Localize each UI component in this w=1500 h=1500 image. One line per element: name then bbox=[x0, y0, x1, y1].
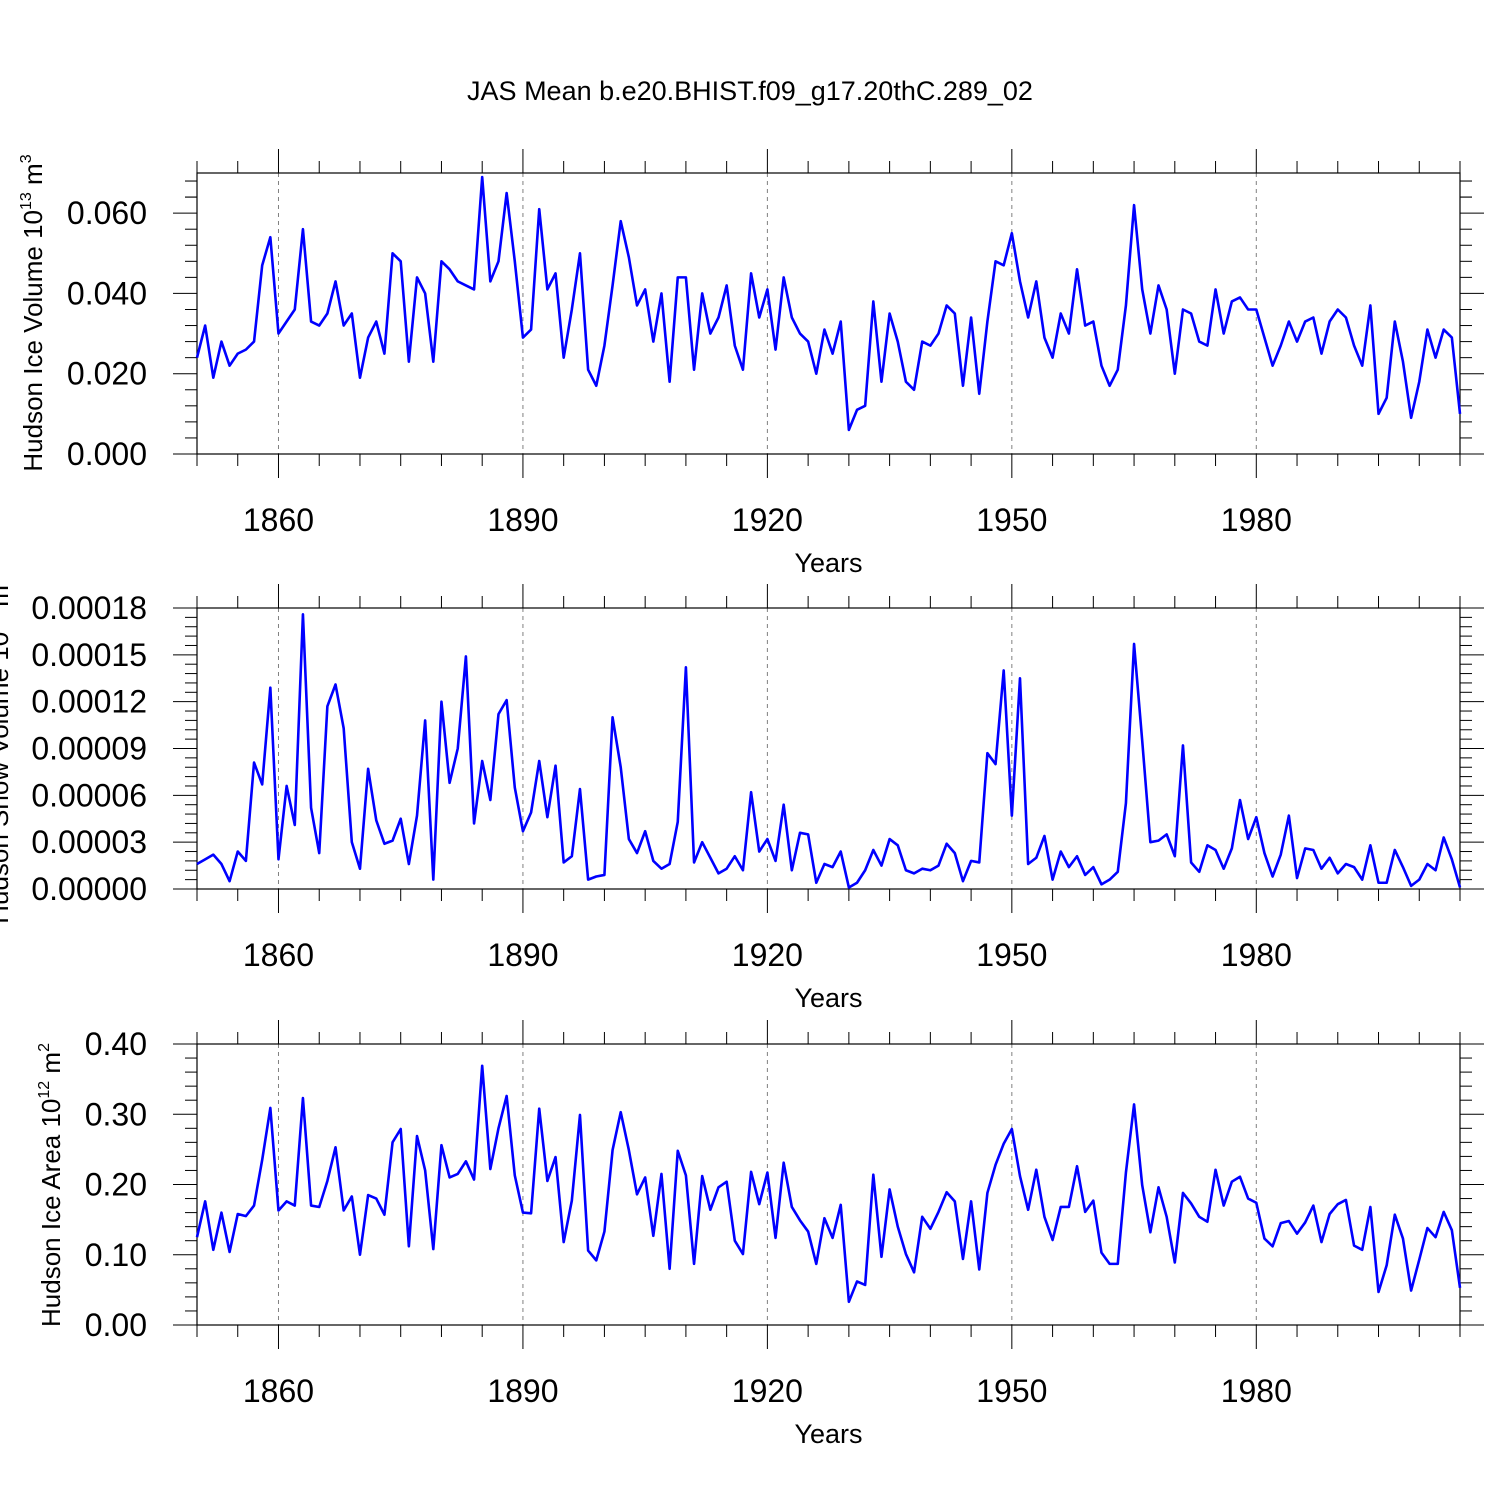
series-line-2 bbox=[196, 612, 1462, 889]
y-axis-label: Hudson Ice Area 1012 m2 bbox=[36, 1043, 66, 1327]
y-tick-label: 0.020 bbox=[67, 356, 147, 392]
x-tick-label: 1980 bbox=[1221, 937, 1292, 973]
y-tick-label: 0.30 bbox=[85, 1096, 147, 1132]
chart-title: JAS Mean b.e20.BHIST.f09_g17.20thC.289_0… bbox=[467, 76, 1033, 106]
y-tick-label: 0.00003 bbox=[31, 824, 147, 860]
x-tick-label: 1980 bbox=[1221, 1373, 1292, 1409]
series-line-3 bbox=[195, 1064, 1462, 1304]
x-tick-label: 1980 bbox=[1221, 502, 1292, 538]
y-tick-label: 0.00 bbox=[85, 1307, 147, 1343]
x-tick-label: 1860 bbox=[243, 1373, 314, 1409]
x-axis-label: Years bbox=[794, 983, 862, 1013]
y-tick-label: 0.00000 bbox=[31, 871, 147, 907]
x-tick-label: 1950 bbox=[976, 1373, 1047, 1409]
x-tick-label: 1920 bbox=[732, 1373, 803, 1409]
plot-frame bbox=[196, 607, 1461, 890]
x-tick-label: 1890 bbox=[487, 1373, 558, 1409]
y-axis-label: Hudson Ice Volume 1013 m3 bbox=[18, 154, 48, 471]
y-tick-label: 0.20 bbox=[85, 1167, 147, 1203]
series-line-1 bbox=[195, 175, 1462, 432]
y-tick-label: 0.00006 bbox=[31, 777, 147, 813]
x-tick-label: 1860 bbox=[243, 937, 314, 973]
panel-1: 0.000 0.020 0.040 0.060 1860 1890 1920 1950 1980… bbox=[18, 149, 1484, 578]
x-axis-label: Years bbox=[794, 548, 862, 578]
panel-3: 0.00 0.10 0.20 0.30 0.40 1860 1890 1920 1950 1980… bbox=[36, 1020, 1484, 1449]
y-tick-label: 0.10 bbox=[85, 1237, 147, 1273]
y-tick-label: 0.00012 bbox=[31, 684, 147, 720]
y-tick-label: 0.00009 bbox=[31, 731, 147, 767]
x-axis-label: Years bbox=[794, 1419, 862, 1449]
plot-frame bbox=[196, 172, 1461, 455]
x-tick-label: 1890 bbox=[487, 937, 558, 973]
y-tick-label: 0.060 bbox=[67, 195, 147, 231]
y-tick-label: 0.040 bbox=[67, 275, 147, 311]
y-tick-label: 0.000 bbox=[67, 436, 147, 472]
x-tick-label: 1920 bbox=[732, 502, 803, 538]
x-tick-label: 1950 bbox=[976, 502, 1047, 538]
y-tick-label: 0.40 bbox=[85, 1026, 147, 1062]
x-tick-label: 1860 bbox=[243, 502, 314, 538]
x-tick-label: 1890 bbox=[487, 502, 558, 538]
x-tick-label: 1950 bbox=[976, 937, 1047, 973]
plot-frame bbox=[196, 1043, 1461, 1326]
y-tick-label: 0.00018 bbox=[31, 590, 147, 626]
y-axis-label: Hudson Snow Volume 1013 m3 bbox=[0, 576, 14, 924]
panel-2: 0.00000 0.00003 0.00006 0.00009 0.00012 0.000… bbox=[0, 576, 1484, 1013]
y-tick-label: 0.00015 bbox=[31, 637, 147, 673]
x-tick-label: 1920 bbox=[732, 937, 803, 973]
